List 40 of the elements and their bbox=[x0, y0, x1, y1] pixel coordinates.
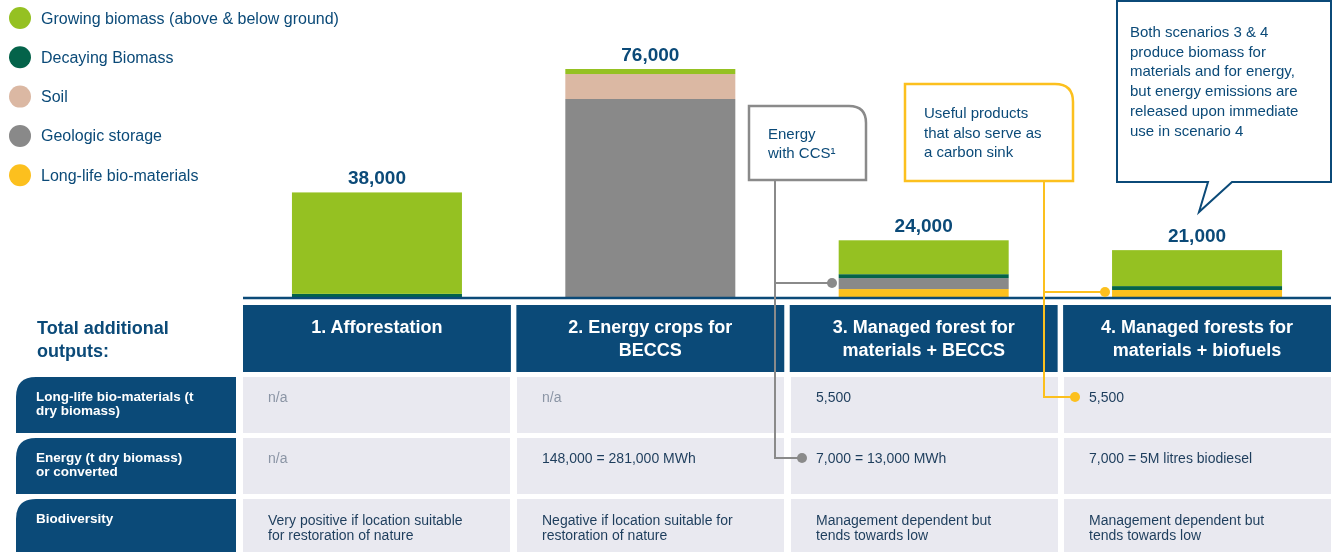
x-tick-label: 2. Energy crops for BECCS bbox=[568, 317, 733, 360]
category-label: Biodiversity bbox=[36, 511, 114, 526]
text: n/a bbox=[268, 450, 288, 466]
category-label: Long-life bio-materials (t dry biomass) bbox=[36, 389, 194, 418]
annotation: 21,000 bbox=[1167, 225, 1227, 247]
annotation: Useful products that also serve as a carbon sink bbox=[924, 104, 1042, 160]
text: n/a bbox=[542, 389, 562, 405]
text: Negative if location suitable for restoration of nature bbox=[542, 512, 733, 543]
text: Very positive if location suitable for restoration of nature bbox=[268, 512, 463, 543]
bar bbox=[838, 240, 1009, 275]
text: 5,500 bbox=[816, 389, 852, 405]
x-tick-label: 4. Managed forests for materials + biofuels bbox=[1101, 317, 1294, 360]
legend-label: Growing biomass (above & below ground) bbox=[41, 9, 339, 27]
annotation: Both scenarios 3 & 4 produce biomass for materials and for energy, but energy emissions are released upon immediate use in scenario 4 bbox=[1130, 23, 1299, 139]
text: 7,000 = 5M litres biodiesel bbox=[1089, 450, 1253, 466]
bar bbox=[565, 69, 736, 75]
text: Total additional outputs: bbox=[37, 318, 169, 361]
bar bbox=[1112, 250, 1283, 287]
text: 148,000 = 281,000 MWh bbox=[542, 450, 696, 466]
annotation: 38,000 bbox=[347, 167, 407, 189]
bar bbox=[291, 192, 462, 294]
x-tick-label: 1. Afforestation bbox=[311, 317, 443, 337]
text: Management dependent but tends towards low bbox=[816, 512, 992, 543]
bar bbox=[565, 99, 736, 298]
text: 7,000 = 13,000 MWh bbox=[816, 450, 947, 466]
bar bbox=[565, 74, 736, 99]
annotation: Energy with CCS¹ bbox=[767, 125, 836, 161]
legend-label: Geologic storage bbox=[41, 127, 163, 145]
legend-label: Decaying Biomass bbox=[41, 48, 174, 66]
x-tick-label: 3. Managed forest for materials + BECCS bbox=[832, 317, 1015, 360]
legend-label: Long-life bio-materials bbox=[41, 166, 199, 184]
category-label: Energy (t dry biomass) or converted bbox=[36, 450, 183, 479]
text: Management dependent but tends towards low bbox=[1089, 512, 1265, 543]
bar bbox=[838, 274, 1009, 279]
bar bbox=[838, 289, 1009, 298]
legend-label: Soil bbox=[41, 88, 68, 106]
text: 5,500 bbox=[1089, 389, 1125, 405]
annotation: 24,000 bbox=[894, 215, 953, 237]
text: n/a bbox=[268, 389, 288, 405]
annotation: 76,000 bbox=[621, 44, 680, 65]
